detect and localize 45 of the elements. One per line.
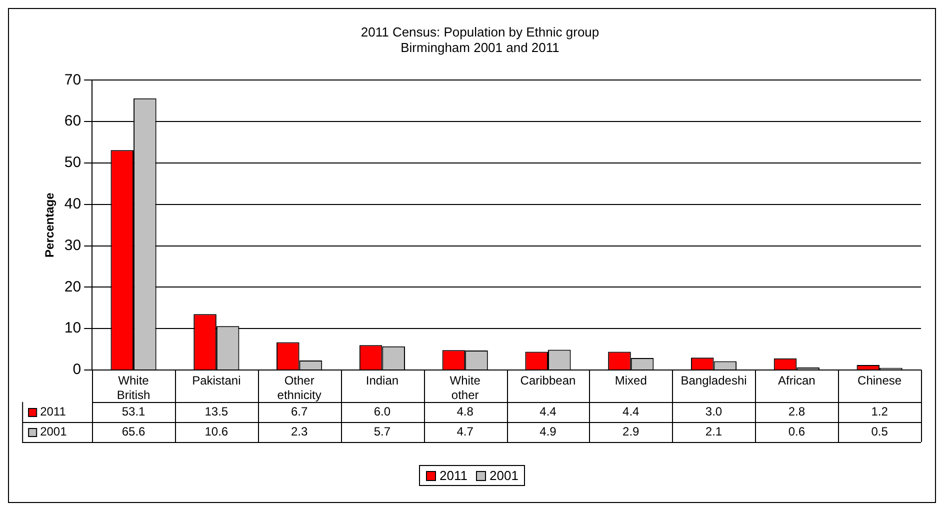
y-tick-label: 10 bbox=[64, 320, 82, 337]
text: 2001 bbox=[490, 468, 518, 483]
data-label: 53.1 bbox=[122, 404, 146, 418]
data-label: 4.9 bbox=[540, 424, 557, 438]
data-label: 4.4 bbox=[622, 404, 640, 418]
y-tick-label: 0 bbox=[72, 361, 82, 378]
data-label: 1.2 bbox=[871, 404, 888, 418]
y-tick-label: 70 bbox=[64, 71, 82, 88]
legend-label: 2011 bbox=[40, 404, 66, 418]
data-label: 4.8 bbox=[456, 404, 474, 418]
x-tick-label: White British bbox=[116, 374, 150, 402]
x-tick-label: Caribbean bbox=[520, 374, 576, 388]
x-tick-label: Other ethnicity bbox=[277, 374, 322, 402]
x-tick-label: White other bbox=[450, 374, 481, 402]
y-tick-label: 30 bbox=[64, 236, 82, 254]
data-label: 4.4 bbox=[540, 404, 557, 418]
data-label: 0.5 bbox=[871, 424, 888, 438]
data-label: 2.3 bbox=[290, 424, 308, 438]
data-label: 13.5 bbox=[204, 404, 228, 418]
data-label: 65.6 bbox=[122, 424, 146, 438]
data-label: 2.8 bbox=[788, 404, 806, 418]
data-label: 0.6 bbox=[788, 424, 806, 438]
legend-label: 2001 bbox=[40, 424, 68, 438]
y-axis-title: Percentage bbox=[42, 192, 57, 258]
y-tick-label: 50 bbox=[64, 154, 82, 172]
x-tick-label: Chinese bbox=[858, 374, 902, 388]
chart-subtitle: Birmingham 2001 and 2011 bbox=[400, 40, 560, 55]
x-tick-label: Indian bbox=[366, 374, 399, 388]
data-label: 2.9 bbox=[622, 424, 640, 438]
y-tick-label: 40 bbox=[64, 196, 82, 213]
data-label: 4.7 bbox=[456, 424, 474, 438]
y-tick-label: 20 bbox=[64, 278, 82, 296]
data-label: 5.7 bbox=[374, 424, 391, 438]
data-label: 3.0 bbox=[705, 404, 722, 418]
data-label: 10.6 bbox=[204, 424, 228, 438]
text: 2011 bbox=[440, 468, 468, 483]
data-label: 6.7 bbox=[290, 404, 308, 418]
chart-title: 2011 Census: Population by Ethnic group bbox=[360, 24, 600, 40]
y-tick-label: 60 bbox=[64, 112, 82, 130]
x-tick-label: African bbox=[778, 374, 816, 388]
data-label: 2.1 bbox=[705, 424, 722, 438]
x-tick-label: Mixed bbox=[614, 374, 647, 388]
data-label: 6.0 bbox=[374, 404, 391, 418]
x-tick-label: Bangladeshi bbox=[680, 374, 747, 388]
x-tick-label: Pakistani bbox=[192, 374, 241, 388]
